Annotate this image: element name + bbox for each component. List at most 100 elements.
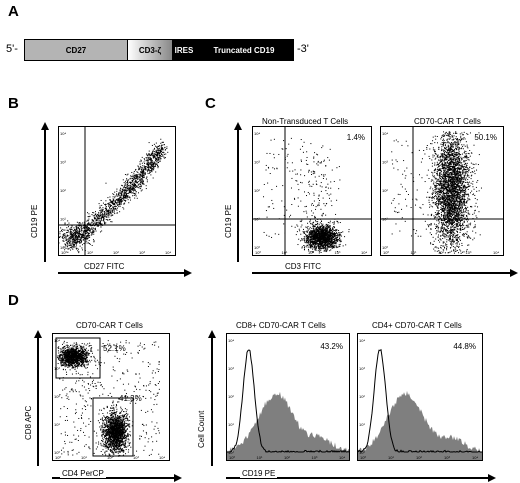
gate-cd4	[92, 397, 134, 457]
truncated-cd19-label: Truncated CD19	[213, 45, 275, 55]
event-dots	[294, 141, 350, 252]
arrow-b-x	[58, 268, 193, 278]
xlabel-b: CD27 FITC	[82, 262, 127, 271]
construct-diagram: CD27 CD3-ζ IRES Truncated CD19	[24, 39, 294, 61]
x-tick-label: 10¹	[388, 455, 394, 460]
arrow-d-hist-y	[207, 330, 217, 466]
x-tick-label: 10⁴	[361, 250, 367, 255]
three-prime-label: -3'	[297, 43, 309, 55]
y-tick-label: 10³	[382, 160, 388, 165]
x-tick-label: 10⁰	[255, 250, 261, 255]
percent-c1: 1.4%	[346, 133, 365, 142]
x-tick-label: 10¹	[87, 250, 93, 255]
y-tick-label: 10⁴	[359, 338, 365, 343]
y-tick-label: 10³	[60, 160, 66, 165]
x-tick-label: 10³	[139, 250, 145, 255]
x-tick-label: 10⁰	[360, 455, 366, 460]
hist-title-d2: CD4+ CD70-CAR T Cells	[372, 321, 462, 330]
arrow-d-hist-x	[226, 473, 498, 483]
event-dots	[64, 138, 169, 254]
x-tick-label: 10¹	[282, 250, 288, 255]
arrow-c-y	[233, 122, 243, 262]
y-tick-label: 10⁰	[382, 245, 388, 250]
y-tick-label: 10⁴	[254, 131, 260, 136]
y-tick-label: 10³	[54, 366, 60, 371]
event-dots	[98, 400, 132, 457]
y-tick-label: 10³	[359, 366, 365, 371]
panel-label-c: C	[205, 95, 216, 112]
y-tick-label: 10⁴	[54, 338, 60, 343]
percent-hist-d2: 44.8%	[453, 342, 476, 351]
ylabel-b: CD19 PE	[30, 204, 39, 238]
x-tick-label: 10⁰	[383, 250, 389, 255]
plot-title-c1: Non-Transduced T Cells	[262, 117, 349, 126]
five-prime-label: 5'-	[6, 43, 18, 55]
percent-c2: 50.1%	[474, 133, 497, 142]
ires-segment: IRES	[173, 40, 195, 60]
cd3z-segment-label: CD3-ζ	[138, 45, 162, 55]
x-tick-label: 10⁰	[61, 250, 67, 255]
histogram-d1: 10⁰ 10⁰ 10¹ 10¹ 10² 10² 10³ 10³ 10⁴ 10⁴ 43.2%	[226, 333, 350, 461]
ires-segment-label: IRES	[174, 45, 194, 55]
x-tick-label: 10¹	[257, 455, 263, 460]
percent-gate-cd4: 41.3%	[119, 394, 142, 403]
y-tick-label: 10⁴	[228, 338, 234, 343]
y-tick-label: 10¹	[228, 422, 234, 427]
y-tick-label: 10³	[228, 366, 234, 371]
panel-label-a: A	[8, 3, 19, 20]
cd3z-segment: CD3-ζ	[128, 40, 173, 60]
scatter-plot-d: 10⁰ 10⁰ 10¹ 10¹ 10² 10² 10³ 10³ 10⁴ 10⁴ 52.1% 41.…	[52, 333, 170, 461]
hist-title-d1: CD8+ CD70-CAR T Cells	[236, 321, 326, 330]
cd27-segment-label: CD27	[65, 45, 87, 55]
transduced-histogram	[227, 391, 349, 460]
y-tick-label: 10³	[254, 160, 260, 165]
x-tick-label: 10⁴	[472, 455, 478, 460]
percent-gate-cd8: 52.1%	[103, 344, 126, 353]
event-dots	[391, 139, 432, 237]
y-tick-label: 10²	[382, 188, 388, 193]
event-dots	[295, 213, 350, 254]
x-tick-label: 10²	[416, 455, 422, 460]
x-tick-label: 10⁴	[159, 455, 165, 460]
ylabel-d-hist: Cell Count	[197, 410, 206, 448]
plot-title-d-scatter: CD70-CAR T Cells	[76, 321, 143, 330]
arrow-b-y	[40, 122, 50, 262]
x-tick-label: 10³	[335, 250, 341, 255]
y-tick-label: 10⁴	[382, 131, 388, 136]
y-tick-label: 10¹	[60, 217, 66, 222]
xlabel-c: CD3 FITC	[283, 262, 323, 271]
y-tick-label: 10²	[359, 394, 365, 399]
y-tick-label: 10⁰	[228, 450, 234, 455]
y-tick-label: 10¹	[54, 422, 60, 427]
control-histogram	[358, 348, 482, 453]
y-tick-label: 10²	[54, 394, 60, 399]
scatter-plot-c2: 10⁰ 10⁰ 10¹ 10¹ 10² 10² 10³ 10³ 10⁴ 10⁴ 50.1%	[380, 126, 504, 256]
gate-cd8	[55, 337, 101, 379]
x-tick-label: 10⁴	[493, 250, 499, 255]
x-tick-label: 10²	[284, 455, 290, 460]
scatter-plot-c1: 10⁰ 10⁰ 10¹ 10¹ 10² 10² 10³ 10³ 10⁴ 10⁴ 1.4%	[252, 126, 372, 256]
x-tick-label: 10²	[438, 250, 444, 255]
percent-hist-d1: 43.2%	[320, 342, 343, 351]
xlabel-d-scatter: CD4 PerCP	[60, 469, 106, 478]
x-tick-label: 10²	[107, 455, 113, 460]
arrow-c-x	[252, 268, 520, 278]
ylabel-c: CD19 PE	[224, 204, 233, 238]
x-tick-label: 10⁰	[55, 455, 61, 460]
x-tick-label: 10⁴	[339, 455, 345, 460]
x-tick-label: 10¹	[81, 455, 87, 460]
control-histogram	[227, 349, 349, 453]
xlabel-d-hist: CD19 PE	[240, 469, 278, 478]
y-tick-label: 10⁰	[254, 245, 260, 250]
arrow-d-y	[33, 330, 43, 466]
x-tick-label: 10³	[312, 455, 318, 460]
x-tick-label: 10³	[444, 455, 450, 460]
y-tick-label: 10¹	[254, 217, 260, 222]
y-tick-label: 10²	[60, 188, 66, 193]
x-tick-label: 10³	[133, 455, 139, 460]
y-tick-label: 10⁰	[60, 245, 66, 250]
y-tick-label: 10¹	[359, 422, 365, 427]
x-tick-label: 10⁴	[165, 250, 171, 255]
histogram-d2: 10⁰ 10⁰ 10¹ 10¹ 10² 10² 10³ 10³ 10⁴ 10⁴ 44.8%	[357, 333, 483, 461]
y-tick-label: 10⁰	[54, 450, 60, 455]
